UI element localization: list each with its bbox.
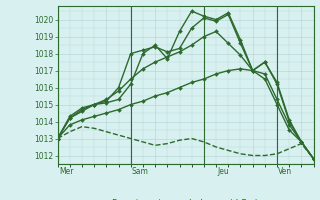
Text: Ven: Ven [278, 167, 292, 176]
Text: Sam: Sam [132, 167, 149, 176]
Text: Pression niveau de la mer( hPa ): Pression niveau de la mer( hPa ) [112, 199, 259, 200]
Text: Jeu: Jeu [217, 167, 229, 176]
Text: Mer: Mer [59, 167, 73, 176]
